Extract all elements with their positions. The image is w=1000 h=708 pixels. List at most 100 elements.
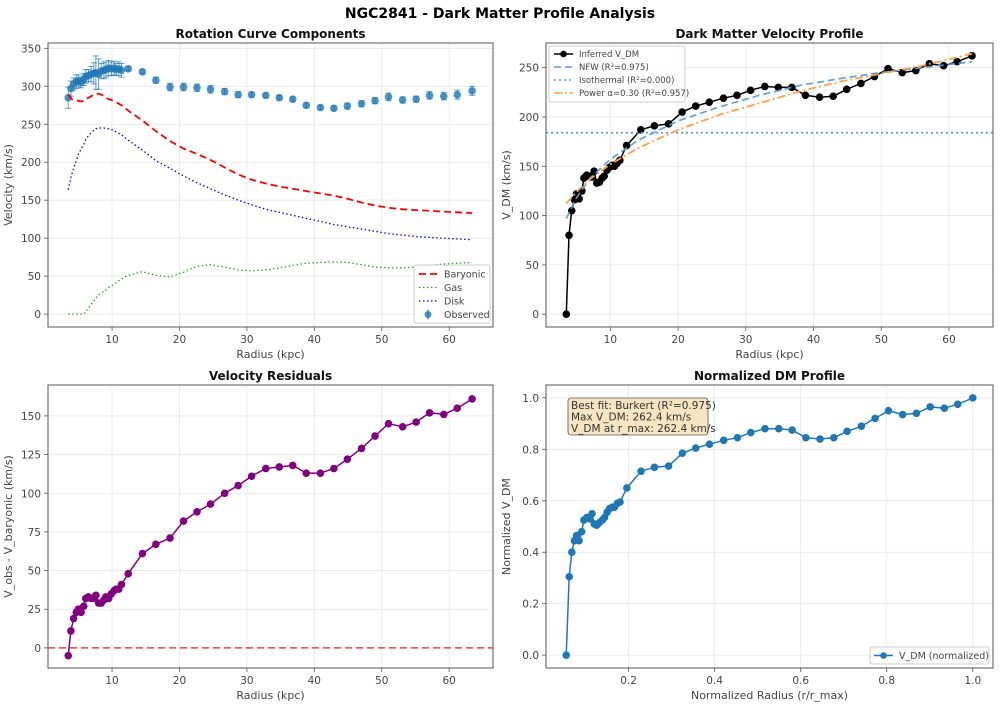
data-point	[152, 540, 160, 549]
data-point	[788, 426, 796, 434]
legend-label: V_DM (normalized)	[899, 651, 989, 662]
data-point	[802, 433, 810, 442]
data-point	[193, 84, 201, 92]
data-point	[468, 395, 476, 403]
x-axis-label: Radius (kpc)	[236, 689, 304, 702]
x-tick-label: 60	[442, 675, 455, 687]
plot-area	[546, 52, 993, 318]
data-point	[453, 90, 462, 99]
data-point	[815, 93, 824, 102]
x-tick-label: 10	[105, 334, 118, 346]
y-tick-label: 0.8	[522, 444, 539, 456]
axes-frame	[545, 384, 994, 669]
x-tick-label: 60	[942, 334, 955, 346]
y-tick-label: 250	[21, 119, 41, 131]
observed-point	[261, 91, 270, 100]
data-point	[650, 463, 659, 472]
data-point	[884, 64, 892, 73]
data-point	[247, 90, 256, 99]
panel-title: Normalized DM Profile	[694, 369, 845, 383]
data-point	[288, 461, 297, 470]
x-tick-label: 50	[375, 334, 388, 346]
y-tick-label: 300	[21, 81, 41, 93]
data-point	[565, 231, 573, 240]
panel-title: Dark Matter Velocity Profile	[675, 27, 863, 41]
legend: Baryonic Gas Disk Observed	[413, 264, 491, 324]
y-tick-label: 100	[21, 233, 41, 245]
annotation-line: Max V_DM: 262.4 km/s	[571, 412, 691, 424]
axes-frame	[47, 384, 494, 669]
plot-area	[48, 395, 493, 660]
data-point	[774, 424, 783, 433]
x-tick-label: 40	[807, 334, 820, 346]
data-point	[468, 87, 476, 95]
data-point	[577, 527, 586, 536]
x-tick-label: 20	[173, 675, 186, 687]
data-point	[220, 87, 229, 96]
data-point	[343, 102, 352, 110]
data-point	[64, 651, 73, 660]
data-point	[234, 481, 242, 490]
data-point	[357, 444, 366, 453]
legend: Inferred V_DM NFW (R²=0.975) Isothermal (R…	[548, 45, 689, 103]
data-point	[330, 464, 338, 473]
data-point	[616, 156, 624, 165]
data-point	[830, 433, 838, 442]
observed-point	[234, 90, 242, 99]
data-point	[69, 614, 78, 623]
y-tick-label: 150	[519, 161, 539, 173]
observed-point	[288, 95, 297, 103]
data-point	[733, 91, 741, 100]
observed-point	[468, 85, 476, 96]
data-point	[788, 83, 796, 92]
observed-point	[343, 102, 352, 110]
y-tick-label: 250	[519, 63, 539, 75]
observed-point	[316, 103, 325, 112]
observed-point	[425, 91, 434, 100]
y-tick-label: 50	[28, 566, 41, 578]
data-point	[425, 409, 434, 417]
x-tick-label: 60	[442, 334, 455, 346]
y-tick-label: 0	[34, 643, 41, 655]
y-axis-label: Velocity (km/s)	[2, 144, 15, 226]
x-tick-label: 50	[375, 675, 388, 687]
data-point	[193, 508, 201, 516]
series-disk-line	[67, 127, 473, 241]
legend-label: NFW (R²=0.975)	[579, 63, 649, 73]
observed-point	[357, 99, 366, 108]
data-point	[801, 91, 810, 100]
data-point	[117, 580, 126, 589]
data-point	[898, 410, 907, 419]
x-tick-label: 50	[875, 334, 888, 346]
data-point	[912, 409, 921, 418]
plot-area	[562, 394, 977, 659]
data-point	[884, 406, 893, 415]
x-axis-label: Radius (kpc)	[735, 348, 803, 361]
data-point	[719, 94, 728, 103]
x-tick-label: 0.8	[878, 675, 895, 687]
data-point	[316, 469, 325, 477]
data-point	[691, 102, 700, 110]
y-tick-label: 0.0	[522, 650, 539, 662]
x-tick-label: 1.0	[964, 675, 981, 687]
data-point	[691, 444, 700, 452]
data-point	[179, 517, 188, 525]
panel-dmvel: Dark Matter Velocity Profile 10 20 30 40 50 60…	[500, 27, 994, 361]
observed-point	[138, 68, 147, 76]
data-point	[637, 125, 645, 134]
legend-label: Power α=0.30 (R²=0.957)	[579, 89, 689, 99]
y-tick-label: 0.4	[522, 547, 539, 559]
x-axis-label: Radius (kpc)	[236, 348, 304, 361]
data-point	[179, 83, 188, 91]
panel-normalized: Normalized DM Profile 0.2 0.4 0.6 0.8 1.0 0.0 0…	[500, 369, 994, 702]
data-point	[124, 65, 133, 73]
panel-title: Rotation Curve Components	[175, 27, 365, 41]
observed-point	[220, 87, 229, 96]
data-point	[590, 167, 598, 175]
annotation-line: V_DM at r_max: 262.4 km/s	[571, 423, 716, 435]
data-point	[843, 427, 851, 436]
series-residual-line	[67, 398, 473, 656]
data-point	[616, 498, 624, 506]
legend-box	[413, 264, 491, 324]
